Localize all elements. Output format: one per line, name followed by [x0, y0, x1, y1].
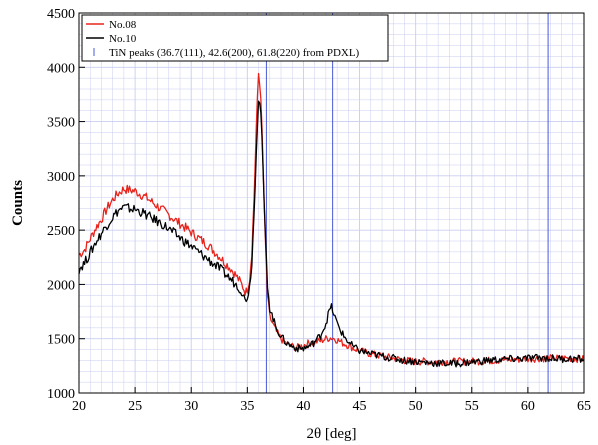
plot-frame — [78, 12, 585, 394]
y-axis-label: Counts — [10, 180, 26, 226]
legend-label-no10: No.10 — [109, 33, 137, 45]
x-tick-label: 25 — [128, 399, 142, 414]
tin-peak-lines — [265, 13, 549, 393]
series-line-no08 — [78, 72, 585, 366]
x-tick-label: 65 — [577, 399, 591, 414]
y-tick-label: 3000 — [47, 170, 75, 185]
legend-label-no08: No.08 — [109, 19, 137, 31]
x-axis-ticks: 20 25 30 35 40 45 50 55 60 65 — [72, 387, 591, 414]
series-line-no10 — [78, 100, 585, 368]
y-tick-label: 1500 — [47, 333, 75, 348]
y-tick-label: 2500 — [47, 224, 75, 239]
y-axis-ticks: 1000 1500 2000 2500 3000 3500 4000 4500 — [47, 7, 85, 402]
x-tick-label: 45 — [353, 399, 367, 414]
plot-area — [79, 13, 584, 393]
legend: No.08 No.10 TiN peaks (36.7(111), 42.6(2… — [81, 14, 389, 62]
x-axis-label: 2θ [deg] — [306, 426, 356, 442]
y-tick-label: 3500 — [47, 116, 75, 131]
x-tick-label: 60 — [521, 399, 535, 414]
legend-label-peaks: TiN peaks (36.7(111), 42.6(200), 61.8(22… — [109, 47, 360, 59]
y-tick-label: 4500 — [47, 7, 75, 22]
x-tick-label: 35 — [240, 399, 254, 414]
y-tick-label: 2000 — [47, 278, 75, 293]
x-tick-label: 40 — [296, 399, 310, 414]
y-tick-label: 4000 — [47, 61, 75, 76]
x-tick-label: 50 — [409, 399, 423, 414]
x-tick-label: 55 — [465, 399, 479, 414]
y-tick-label: 1000 — [47, 387, 75, 402]
x-tick-label: 20 — [72, 399, 86, 414]
series-group — [78, 72, 585, 368]
x-tick-label: 30 — [184, 399, 198, 414]
legend-box — [81, 14, 389, 62]
